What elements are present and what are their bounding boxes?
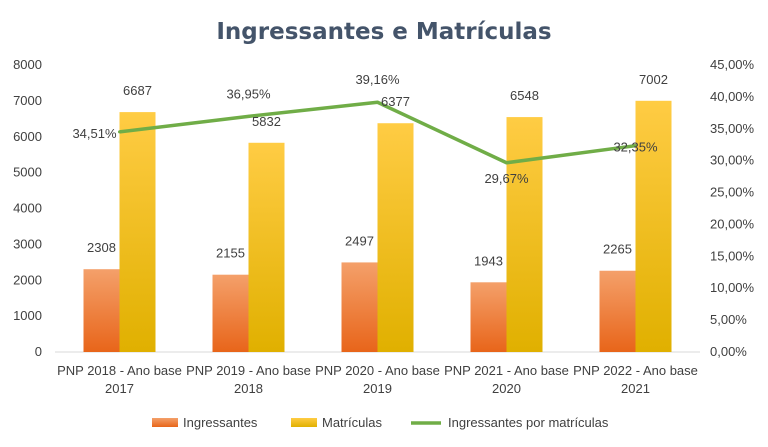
y-right-tick-label: 25,00%	[710, 185, 755, 200]
x-tick-label-line: 2019	[363, 381, 392, 396]
legend-label: Ingressantes	[183, 415, 258, 430]
bar-data-label: 1943	[474, 253, 503, 268]
y-right-tick-label: 10,00%	[710, 280, 755, 295]
x-tick-label-line: 2021	[621, 381, 650, 396]
bar-data-label: 2265	[603, 242, 632, 257]
bars	[83, 100, 672, 352]
x-tick-label-line: PNP 2019 - Ano base	[186, 363, 311, 378]
x-tick-label: PNP 2020 - Ano base 2019	[315, 363, 440, 396]
y-left-tick-label: 7000	[13, 93, 42, 108]
bar-ingressantes	[83, 269, 120, 352]
bar-matr-culas	[119, 112, 156, 352]
legend-swatch	[152, 418, 178, 427]
y-axis-right: 0,00% 5,00% 10,00% 15,00% 20,00% 25,00% 30,00%…	[710, 57, 755, 359]
y-left-tick-label: 2000	[13, 272, 42, 287]
x-tick-label-line: 2018	[234, 381, 263, 396]
legend-label: Matrículas	[322, 415, 382, 430]
y-right-tick-label: 20,00%	[710, 216, 755, 231]
bar-matr-culas	[377, 123, 414, 352]
x-tick-label-line: PNP 2022 - Ano base	[573, 363, 698, 378]
y-right-tick-label: 40,00%	[710, 89, 755, 104]
x-axis-ticks: PNP 2018 - Ano base 2017 PNP 2019 - Ano ba…	[57, 363, 698, 396]
bar-data-label: 2155	[216, 246, 245, 261]
y-left-tick-label: 3000	[13, 236, 42, 251]
bar-data-label: 6377	[381, 94, 410, 109]
y-right-tick-label: 45,00%	[710, 57, 755, 72]
bar-ingressantes	[341, 262, 378, 352]
legend-swatch	[291, 418, 317, 427]
line-data-label: 39,16%	[355, 72, 400, 87]
x-tick-label-line: 2017	[105, 381, 134, 396]
line-series	[118, 100, 637, 165]
line-point	[505, 161, 508, 165]
line-point	[247, 114, 250, 118]
line-point	[118, 130, 121, 134]
x-tick-label-line: PNP 2018 - Ano base	[57, 363, 182, 378]
bar-data-label: 5832	[252, 114, 281, 129]
y-left-tick-label: 1000	[13, 308, 42, 323]
y-left-tick-label: 4000	[13, 201, 42, 216]
x-tick-label: PNP 2021 - Ano base 2020	[444, 363, 569, 396]
y-left-tick-label: 6000	[13, 129, 42, 144]
x-tick-label: PNP 2022 - Ano base 2021	[573, 363, 698, 396]
bar-data-label: 7002	[639, 72, 668, 87]
bar-ingressantes	[470, 282, 507, 352]
x-tick-label: PNP 2018 - Ano base 2017	[57, 363, 182, 396]
chart-title: Ingressantes e Matrículas	[216, 19, 551, 45]
bar-matr-culas	[635, 100, 672, 352]
line-data-label: 29,67%	[484, 171, 529, 186]
x-tick-label-line: 2020	[492, 381, 521, 396]
y-right-tick-label: 35,00%	[710, 121, 755, 136]
legend: Ingressantes Matrículas Ingressantes por m…	[152, 415, 609, 430]
x-tick-label: PNP 2019 - Ano base 2018	[186, 363, 311, 396]
bar-ingressantes	[599, 270, 636, 352]
x-tick-label-line: PNP 2020 - Ano base	[315, 363, 440, 378]
line-data-label: 36,95%	[226, 86, 271, 101]
bar-matr-culas	[248, 142, 285, 352]
y-right-tick-label: 15,00%	[710, 248, 755, 263]
x-tick-label-line: PNP 2021 - Ano base	[444, 363, 569, 378]
y-right-tick-label: 0,00%	[710, 344, 747, 359]
bar-data-label: 2497	[345, 233, 374, 248]
line-data-label: 32,35%	[613, 140, 658, 155]
y-left-tick-label: 0	[35, 344, 42, 359]
bar-data-label: 6548	[510, 88, 539, 103]
y-left-tick-label: 5000	[13, 165, 42, 180]
bar-matr-culas	[506, 117, 543, 352]
data-labels: 2308 2155 2497 1943 2265 6687 5832 6377 6548 7002…	[72, 72, 668, 268]
y-right-tick-label: 30,00%	[710, 153, 755, 168]
line-point	[376, 100, 379, 104]
y-axis-left: 0 1000 2000 3000 4000 5000 6000 7000 8000	[13, 57, 42, 359]
line-point	[634, 144, 637, 148]
legend-label: Ingressantes por matrículas	[448, 415, 609, 430]
bar-ingressantes	[212, 274, 249, 352]
line-data-label: 34,51%	[72, 126, 117, 141]
y-right-tick-label: 5,00%	[710, 312, 747, 327]
bar-data-label: 6687	[123, 83, 152, 98]
y-left-tick-label: 8000	[13, 57, 42, 72]
bar-data-label: 2308	[87, 240, 116, 255]
